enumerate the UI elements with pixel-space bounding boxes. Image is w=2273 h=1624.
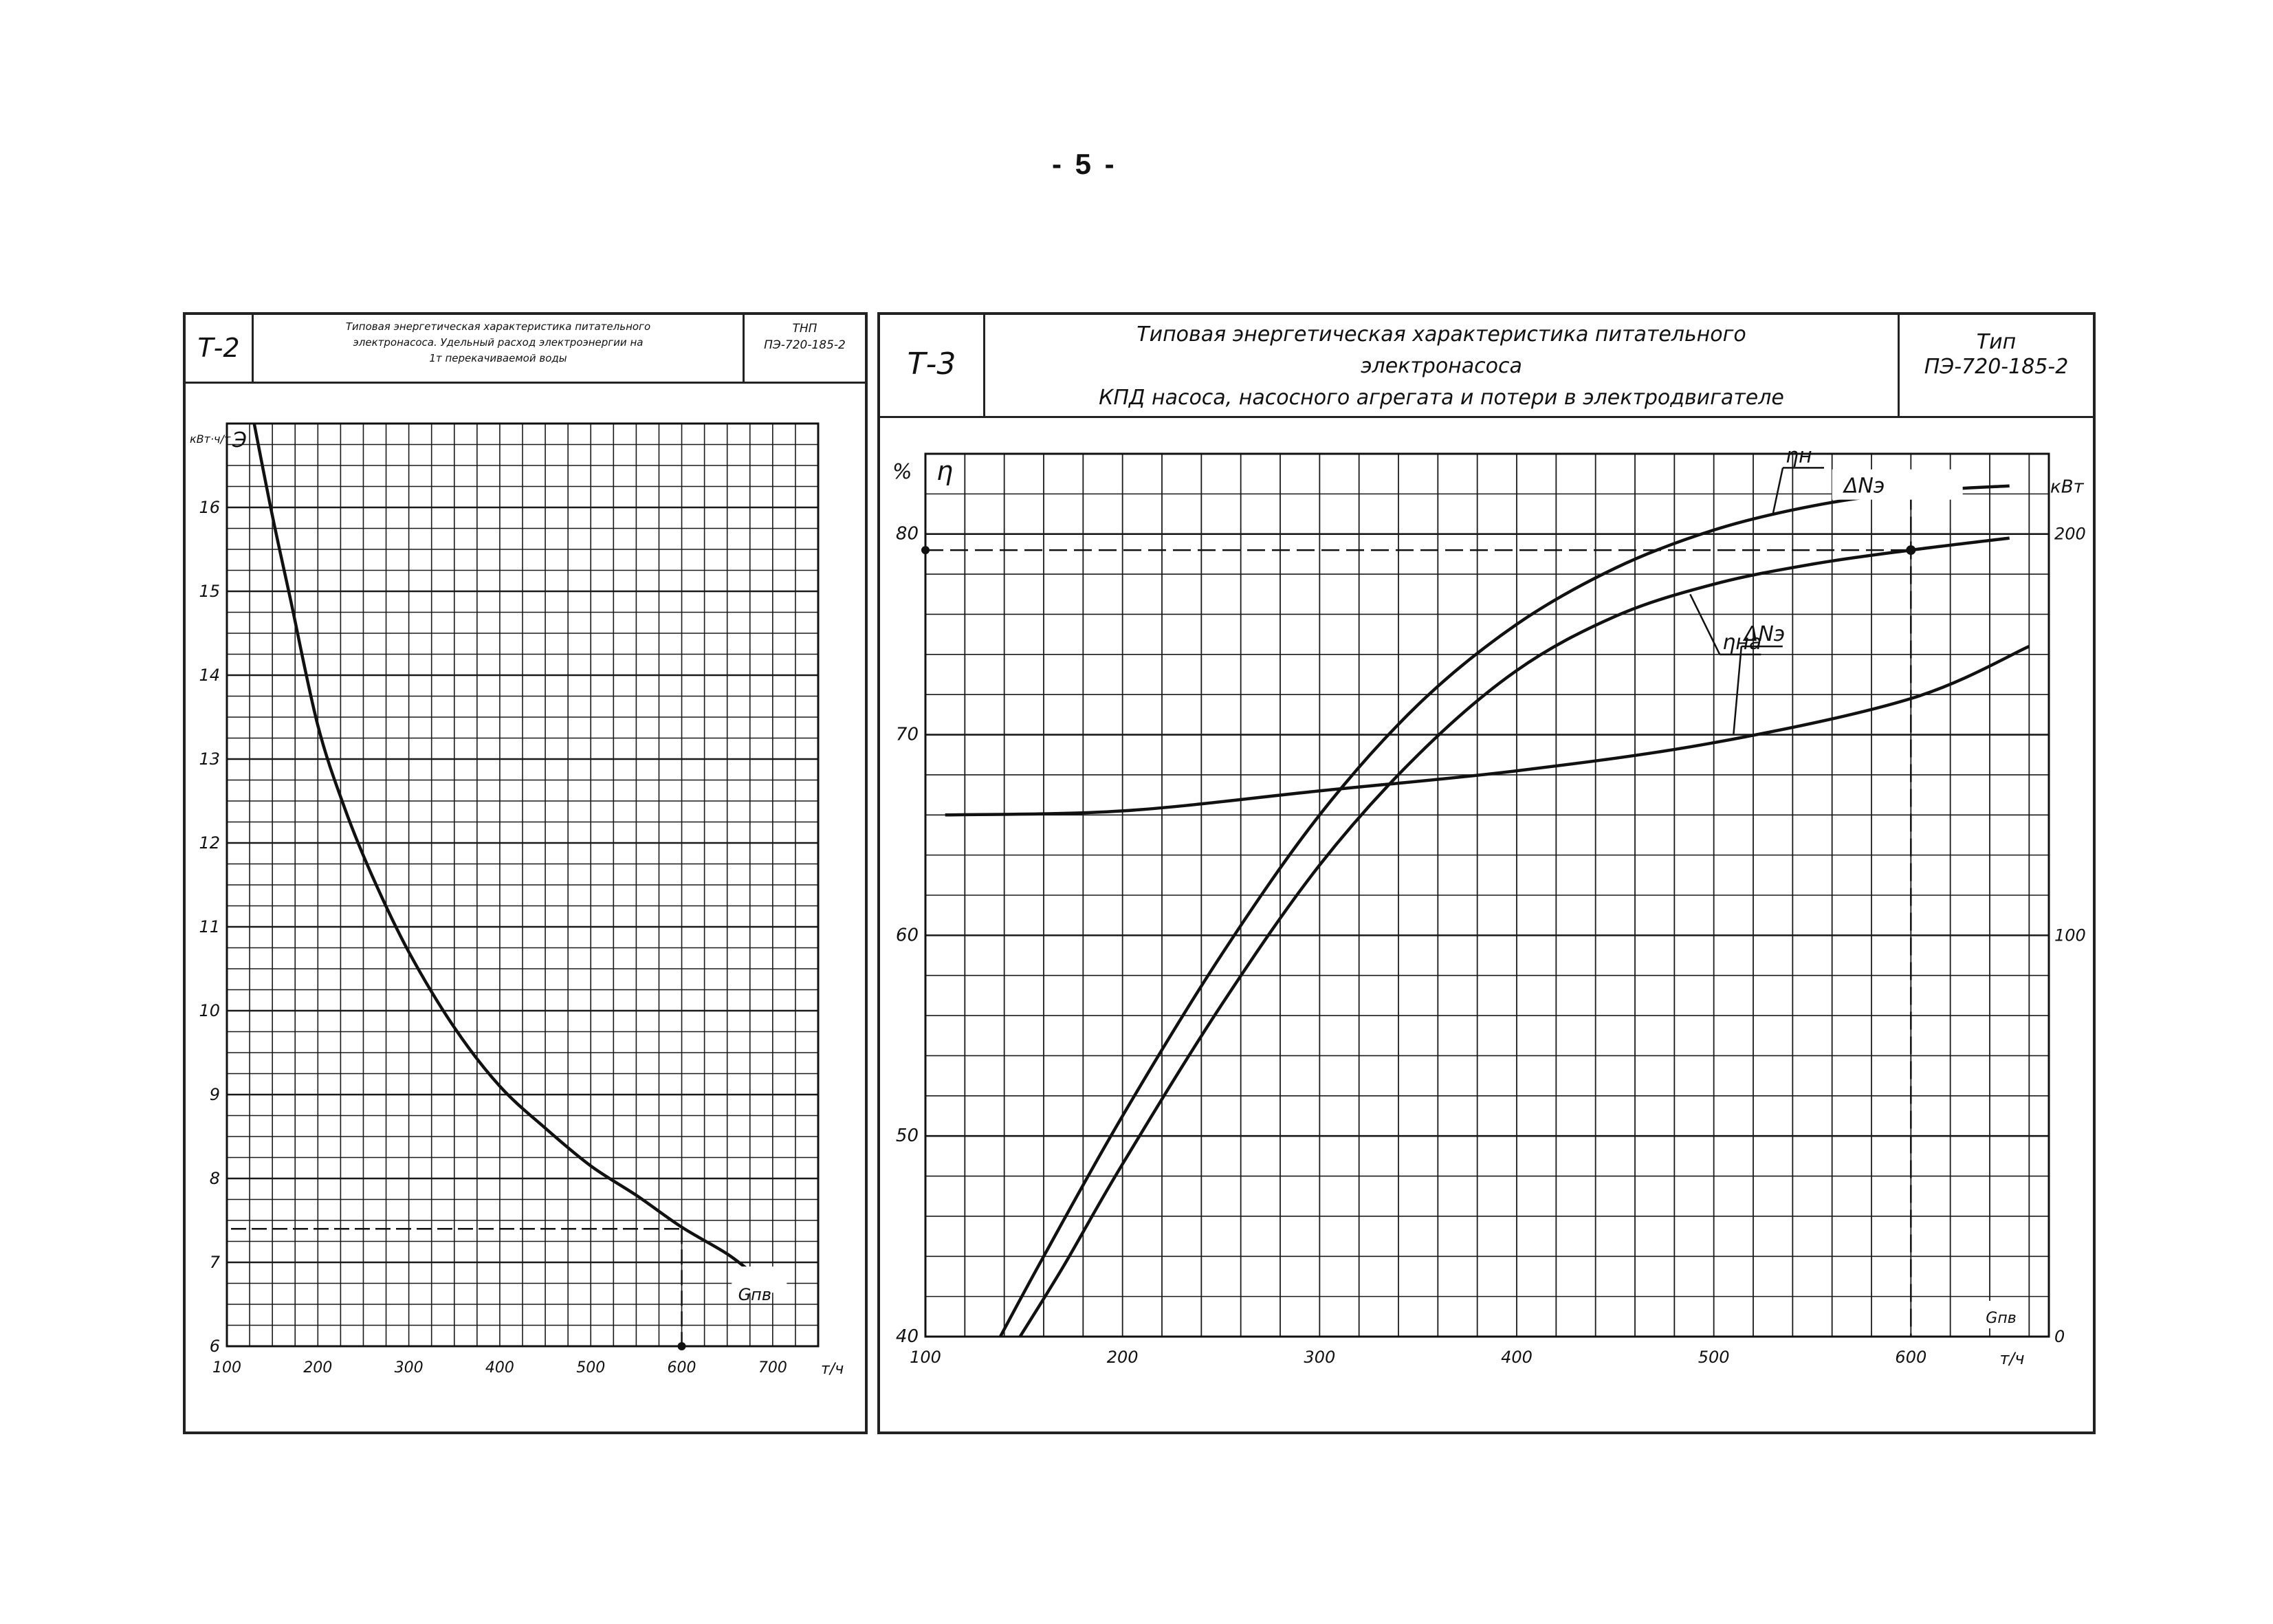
- x-axis-unit: т/ч: [1999, 1349, 2024, 1368]
- y-tick-label: 7: [210, 1253, 221, 1272]
- sheet-t2: Т-2 Типовая энергетическая характеристик…: [183, 312, 868, 1434]
- title-line: 1т перекачиваемой воды: [429, 352, 567, 364]
- y-tick-label: 12: [199, 833, 220, 853]
- title-line: электронасоса: [1361, 354, 1522, 378]
- title-line: Типовая энергетическая характеристика пи…: [1136, 322, 1746, 347]
- sheet-code-cell: Т-2: [186, 315, 252, 382]
- sheet-header: Т-3 Типовая энергетическая характеристик…: [880, 315, 2093, 418]
- x-axis-label: Gпв: [738, 1285, 771, 1304]
- reference-marker: [921, 546, 930, 555]
- plot-area: [226, 422, 820, 1350]
- y-tick-label: 10: [199, 1001, 220, 1020]
- y-tick-label: 8: [210, 1169, 220, 1188]
- x-tick-label: 200: [1107, 1348, 1139, 1367]
- series-label-eta-unit: ηна: [1722, 630, 1761, 655]
- x-tick-label: 500: [1698, 1348, 1730, 1367]
- series-eta-pump: [998, 484, 2010, 1338]
- x-tick-label: 600: [668, 1359, 696, 1376]
- type-line: ПЭ-720-185-2: [1924, 355, 2069, 379]
- y-tick-label: 9: [210, 1085, 220, 1104]
- x-tick-label: 700: [758, 1359, 787, 1376]
- y-tick-label: 14: [199, 666, 220, 685]
- series-line: [252, 423, 756, 1277]
- x-tick-label: 400: [485, 1359, 514, 1376]
- y-tick-label: 6: [210, 1337, 220, 1356]
- x-axis-label: Gпв: [1986, 1310, 2016, 1327]
- x-tick-label: 300: [1304, 1348, 1335, 1367]
- y-axis-unit: кВт·ч/т: [190, 432, 231, 446]
- y-axis-label: η: [936, 456, 953, 486]
- x-tick-label: 600: [1895, 1348, 1926, 1367]
- y-tick-label: 70: [896, 725, 919, 745]
- leader-line: [1733, 646, 1743, 735]
- x-tick-label: 300: [395, 1359, 424, 1376]
- y2-axis-label: ΔNэ: [1843, 474, 1885, 498]
- sheet-title: Типовая энергетическая характеристика пи…: [252, 315, 743, 382]
- y-tick-label: 60: [896, 925, 919, 945]
- x-tick-label: 200: [303, 1359, 332, 1376]
- title-line: КПД насоса, насосного агрегата и потери …: [1099, 386, 1784, 410]
- y-axis-label: Э: [232, 428, 247, 452]
- leader-line: [1772, 468, 1784, 514]
- series-label-eta-pump: ηн: [1786, 443, 1812, 468]
- sheet-code: Т-2: [197, 333, 240, 363]
- y-axis-unit: %: [892, 460, 912, 484]
- sheet-code: Т-3: [907, 347, 956, 382]
- x-label-bg: [732, 1266, 787, 1293]
- efficiency-chart: 40 50 60 70 80 0 100 200 100 200 300 400 500 600% η ΔNэ…: [892, 443, 2086, 1368]
- page-number: - 5 -: [1052, 148, 1117, 180]
- y2-tick-label: 0: [2054, 1327, 2065, 1346]
- sheet-title: Типовая энергетическая характеристика пи…: [983, 315, 1898, 416]
- sheet-t3: Т-3 Типовая энергетическая характеристик…: [877, 312, 2096, 1434]
- series-label-delta-n: ΔNэ: [1743, 622, 1785, 646]
- series-eta-unit: [1018, 536, 2010, 1338]
- y-tick-label: 16: [199, 498, 220, 517]
- reference-point: [677, 1342, 686, 1350]
- leader-line: [1689, 593, 1721, 655]
- y-tick-label: 13: [199, 749, 220, 769]
- x-tick-label: 100: [212, 1359, 241, 1376]
- type-line: ТНП: [792, 322, 817, 336]
- x-axis-unit: т/ч: [821, 1361, 844, 1378]
- specific-energy-chart: 6 7 8 9 10 11 12 13 14 15 16 100 200 300 400 500 600 700 Э…: [190, 422, 844, 1378]
- type-line: ПЭ-720-185-2: [764, 338, 846, 352]
- x-tick-label: 500: [576, 1359, 605, 1376]
- sheet-header: Т-2 Типовая энергетическая характеристик…: [186, 315, 865, 384]
- series-delta-n: [945, 645, 2030, 817]
- title-line: электронасоса. Удельный расход электроэн…: [353, 336, 644, 349]
- plot-area: [921, 452, 2050, 1338]
- x-label-bg: [1981, 1301, 2023, 1328]
- y-tick-label: 40: [896, 1326, 919, 1347]
- sheet-code-cell: Т-3: [880, 315, 983, 416]
- title-line: Типовая энергетическая характеристика пи…: [345, 320, 651, 333]
- x-tick-label: 400: [1501, 1348, 1533, 1367]
- type-line: Тип: [1976, 330, 2017, 354]
- sheet-type: Тип ПЭ-720-185-2: [1898, 315, 2093, 416]
- y2-tick-label: 200: [2054, 525, 2086, 544]
- plot-frame: [924, 452, 2050, 1338]
- y2-axis-unit: кВт: [2050, 477, 2085, 498]
- y-tick-label: 50: [896, 1126, 919, 1146]
- plot-frame: [226, 422, 820, 1348]
- y-tick-label: 80: [896, 524, 919, 545]
- sheet-type: ТНП ПЭ-720-185-2: [743, 315, 865, 382]
- x-tick-label: 100: [910, 1348, 941, 1367]
- y-tick-label: 15: [199, 582, 220, 601]
- y2-tick-label: 100: [2054, 925, 2086, 945]
- y2-label-bg: [1832, 469, 1963, 500]
- y-tick-label: 11: [199, 917, 220, 936]
